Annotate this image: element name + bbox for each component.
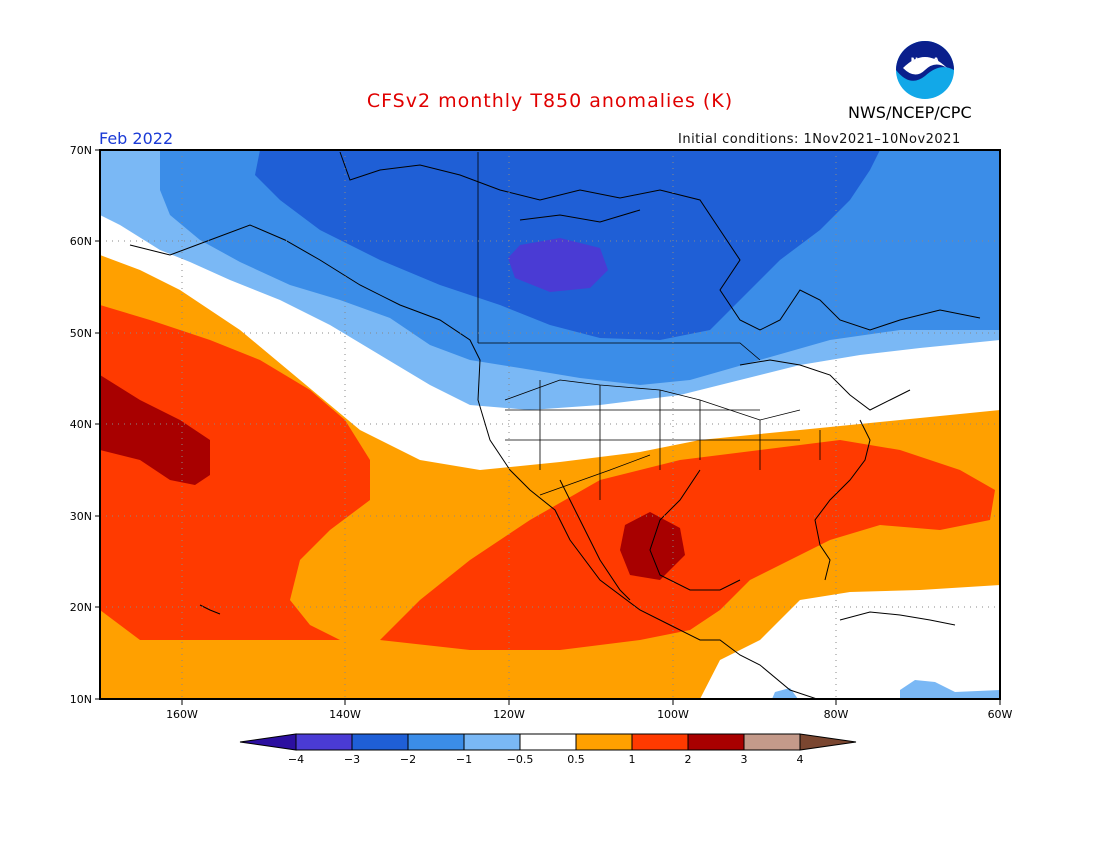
coastlines xyxy=(129,151,981,699)
legend-tick-label: 4 xyxy=(797,753,804,766)
legend-tick-label: −2 xyxy=(400,753,416,766)
lat-label: 50N xyxy=(70,327,92,340)
legend-swatch xyxy=(407,733,465,751)
legend-swatch xyxy=(351,733,409,751)
axis-ticks xyxy=(95,149,1001,705)
lon-label: 160W xyxy=(166,708,198,721)
lon-label: 120W xyxy=(493,708,525,721)
noaa-logo: NOAA xyxy=(895,40,955,100)
longitude-labels: 160W 140W 120W 100W 80W 60W xyxy=(166,708,1012,721)
logo-text: NOAA xyxy=(911,57,940,67)
legend-tick-label: −4 xyxy=(288,753,304,766)
legend-swatch xyxy=(295,733,353,751)
lat-label: 70N xyxy=(70,144,92,157)
organization-label: NWS/NCEP/CPC xyxy=(848,103,972,122)
lon-label: 100W xyxy=(657,708,689,721)
borders xyxy=(477,152,821,500)
legend-swatch xyxy=(463,733,521,751)
legend-swatch xyxy=(687,733,745,751)
legend-tick-label: 2 xyxy=(685,753,692,766)
legend-swatch xyxy=(519,733,577,751)
forecast-period: Feb 2022 xyxy=(99,129,174,148)
legend-swatch xyxy=(575,733,633,751)
legend-tick-label: 0.5 xyxy=(567,753,585,766)
lat-label: 30N xyxy=(70,510,92,523)
map-title: CFSv2 monthly T850 anomalies (K) xyxy=(366,90,734,112)
latitude-labels: 70N 60N 50N 40N 30N 20N 10N xyxy=(70,144,92,706)
legend-swatch xyxy=(799,733,857,751)
lon-label: 60W xyxy=(988,708,1013,721)
legend-swatch xyxy=(743,733,801,751)
legend-tick-label: 1 xyxy=(629,753,636,766)
legend-tick-label: −1 xyxy=(456,753,472,766)
lat-label: 60N xyxy=(70,235,92,248)
legend-swatch xyxy=(239,733,297,751)
initial-conditions: Initial conditions: 1Nov2021–10Nov2021 xyxy=(678,132,961,147)
color-legend: −4 −3 −2 −1 −0.5 0.5 1 2 3 4 xyxy=(239,733,857,766)
lon-label: 140W xyxy=(329,708,361,721)
legend-tick-label: 3 xyxy=(741,753,748,766)
legend-tick-label: −3 xyxy=(344,753,360,766)
graticule xyxy=(100,150,1000,699)
lat-label: 20N xyxy=(70,601,92,614)
lon-label: 80W xyxy=(824,708,849,721)
legend-swatch xyxy=(631,733,689,751)
lat-label: 10N xyxy=(70,693,92,706)
lat-label: 40N xyxy=(70,418,92,431)
legend-tick-label: −0.5 xyxy=(507,753,534,766)
